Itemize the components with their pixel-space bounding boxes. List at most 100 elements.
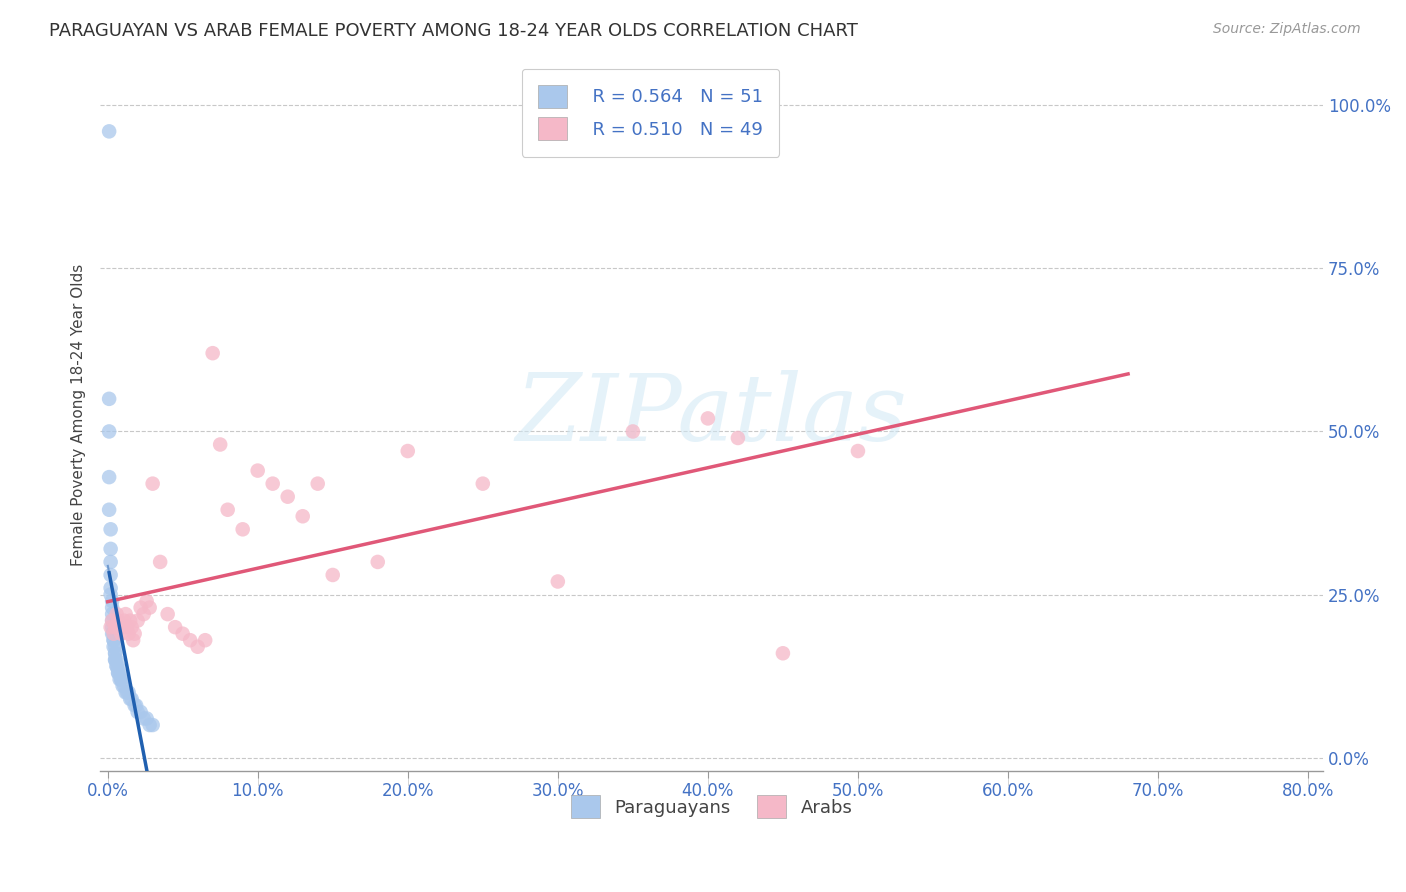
Point (129, 705, 152, 719)
Point (172, 626, 194, 640)
Point (101, 626, 124, 640)
Point (108, 665, 131, 680)
Point (103, 633, 125, 648)
Point (111, 679, 134, 693)
Point (138, 600, 160, 615)
Point (101, 614, 124, 628)
Point (100, 620, 122, 634)
Point (277, 490, 299, 504)
Point (108, 620, 131, 634)
Point (98, 425, 121, 439)
Point (115, 620, 138, 634)
Point (201, 346, 224, 360)
Point (138, 718, 160, 732)
Point (127, 614, 149, 628)
Point (135, 594, 157, 608)
Y-axis label: Female Poverty Among 18-24 Year Olds: Female Poverty Among 18-24 Year Olds (72, 264, 86, 566)
Point (846, 444, 869, 458)
Point (101, 594, 124, 608)
Point (101, 607, 124, 621)
Point (122, 633, 145, 648)
Point (156, 607, 179, 621)
Point (127, 705, 149, 719)
Point (112, 614, 135, 628)
Point (111, 620, 134, 634)
Point (103, 626, 125, 640)
Point (115, 685, 138, 699)
Point (307, 476, 329, 491)
Legend: Paraguayans, Arabs: Paraguayans, Arabs (564, 788, 860, 826)
Point (103, 633, 125, 648)
Point (246, 464, 269, 478)
Point (98, 502, 121, 516)
Point (104, 653, 127, 667)
Point (135, 711, 157, 725)
Point (101, 614, 124, 628)
Point (105, 659, 128, 673)
Point (110, 673, 132, 687)
Point (104, 640, 127, 654)
Point (107, 665, 129, 680)
Point (121, 692, 143, 706)
Point (103, 640, 125, 654)
Point (98, 124, 121, 138)
Point (100, 588, 122, 602)
Point (114, 685, 136, 699)
Point (110, 626, 132, 640)
Point (621, 425, 644, 439)
Point (98, 470, 121, 484)
Point (100, 581, 122, 595)
Point (142, 718, 165, 732)
Point (209, 437, 232, 451)
Point (108, 673, 131, 687)
Point (187, 640, 209, 654)
Point (129, 600, 152, 615)
Point (103, 626, 125, 640)
Point (100, 522, 122, 536)
Point (100, 568, 122, 582)
Point (100, 555, 122, 569)
Point (696, 411, 718, 425)
Point (107, 665, 129, 680)
Point (471, 476, 494, 491)
Point (120, 692, 142, 706)
Point (232, 522, 254, 536)
Point (165, 620, 187, 634)
Point (117, 626, 139, 640)
Point (727, 431, 749, 445)
Point (322, 568, 344, 582)
Point (194, 633, 217, 648)
Point (262, 476, 284, 491)
Point (104, 653, 127, 667)
Point (547, 574, 569, 589)
Point (142, 476, 165, 491)
Point (104, 646, 127, 660)
Point (179, 633, 201, 648)
Point (104, 620, 127, 634)
Point (117, 685, 139, 699)
Point (125, 698, 148, 713)
Point (104, 646, 127, 660)
Point (105, 653, 128, 667)
Point (98, 392, 121, 406)
Point (291, 509, 314, 524)
Point (100, 541, 122, 556)
Point (367, 555, 389, 569)
Point (101, 620, 124, 634)
Text: Source: ZipAtlas.com: Source: ZipAtlas.com (1213, 22, 1361, 37)
Text: ZIPatlas: ZIPatlas (516, 370, 907, 460)
Point (114, 607, 136, 621)
Point (396, 444, 419, 458)
Point (107, 614, 129, 628)
Text: PARAGUAYAN VS ARAB FEMALE POVERTY AMONG 18-24 YEAR OLDS CORRELATION CHART: PARAGUAYAN VS ARAB FEMALE POVERTY AMONG … (49, 22, 858, 40)
Point (132, 711, 155, 725)
Point (121, 620, 143, 634)
Point (132, 607, 155, 621)
Point (107, 659, 129, 673)
Point (124, 698, 146, 713)
Point (120, 614, 142, 628)
Point (149, 555, 172, 569)
Point (112, 679, 135, 693)
Point (101, 600, 124, 615)
Point (105, 659, 128, 673)
